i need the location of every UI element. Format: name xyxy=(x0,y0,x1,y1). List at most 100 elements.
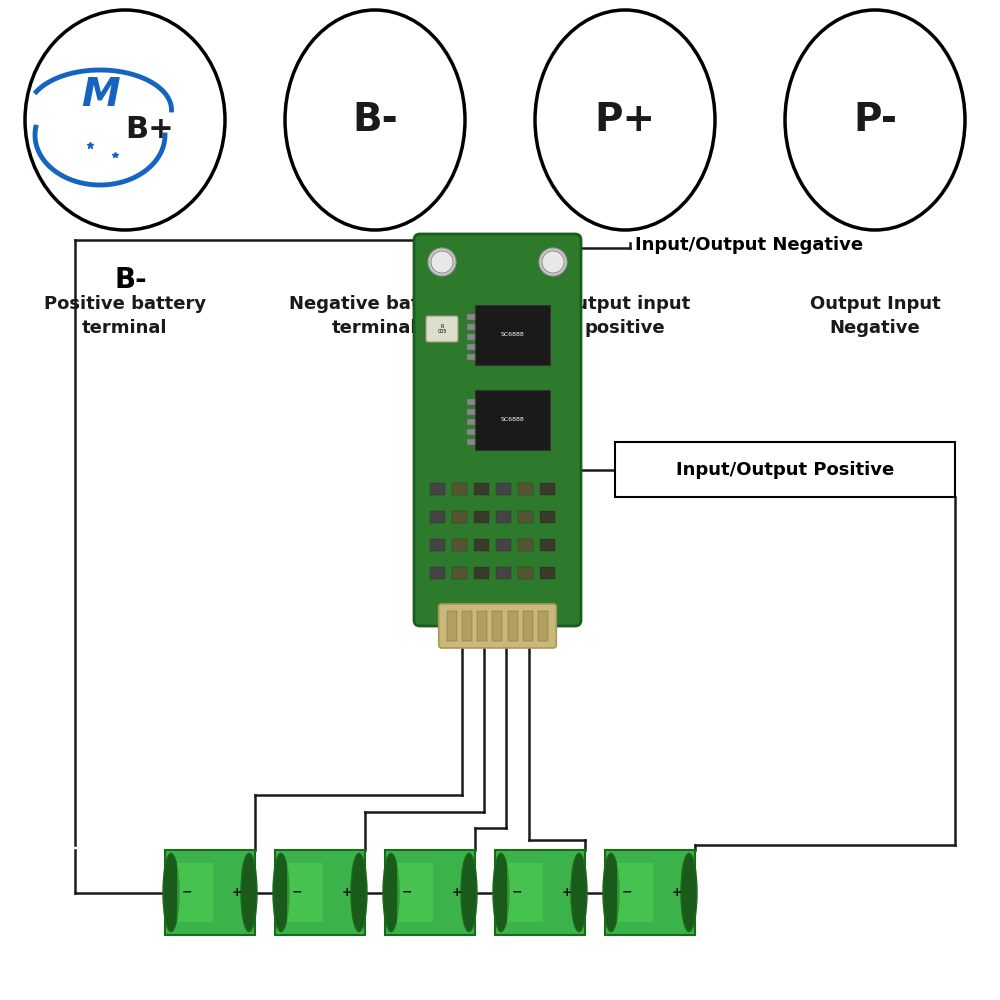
Bar xyxy=(467,324,475,330)
Bar xyxy=(452,483,467,495)
Text: Output input
positive: Output input positive xyxy=(560,295,690,337)
Text: −: − xyxy=(622,886,632,899)
Text: B+: B+ xyxy=(126,115,174,144)
Bar xyxy=(495,850,585,935)
Bar xyxy=(452,567,467,579)
Bar xyxy=(474,511,489,523)
Bar xyxy=(467,314,475,320)
Text: Input/Output Positive: Input/Output Positive xyxy=(676,461,894,479)
Text: −: − xyxy=(512,886,522,899)
Ellipse shape xyxy=(351,853,367,932)
Bar xyxy=(467,429,475,435)
Bar xyxy=(177,863,213,922)
Bar xyxy=(430,539,445,551)
Text: +: + xyxy=(452,886,462,899)
Bar xyxy=(496,567,511,579)
Text: −: − xyxy=(292,886,302,899)
Ellipse shape xyxy=(273,853,289,932)
Text: Positive battery
terminal: Positive battery terminal xyxy=(44,295,206,337)
Bar xyxy=(540,511,555,523)
Circle shape xyxy=(428,248,456,276)
Text: +: + xyxy=(342,886,352,899)
Bar xyxy=(430,567,445,579)
Bar xyxy=(508,611,518,641)
Text: +: + xyxy=(672,886,682,899)
Ellipse shape xyxy=(383,853,399,932)
Bar xyxy=(496,511,511,523)
Text: M: M xyxy=(81,76,119,114)
Bar xyxy=(467,344,475,350)
Text: P-: P- xyxy=(853,101,897,139)
Bar xyxy=(452,539,467,551)
Bar xyxy=(540,539,555,551)
Bar xyxy=(474,567,489,579)
Bar xyxy=(430,483,445,495)
Bar xyxy=(492,611,502,641)
FancyBboxPatch shape xyxy=(426,316,458,342)
FancyBboxPatch shape xyxy=(414,234,581,626)
Bar xyxy=(518,511,533,523)
Bar xyxy=(518,483,533,495)
Bar xyxy=(287,863,323,922)
Bar xyxy=(467,409,475,415)
Text: Output Input
Negative: Output Input Negative xyxy=(810,295,940,337)
Bar xyxy=(507,863,543,922)
Bar xyxy=(467,439,475,445)
Bar xyxy=(605,850,695,935)
Text: −: − xyxy=(182,886,192,899)
Ellipse shape xyxy=(461,853,477,932)
Ellipse shape xyxy=(603,853,619,932)
Text: B-: B- xyxy=(352,101,398,139)
Bar xyxy=(477,611,487,641)
Bar xyxy=(523,611,533,641)
Text: Input/Output Negative: Input/Output Negative xyxy=(635,236,863,254)
Bar xyxy=(475,305,550,365)
Text: −: − xyxy=(402,886,412,899)
Bar xyxy=(540,483,555,495)
Text: P+: P+ xyxy=(594,101,656,139)
Bar xyxy=(617,863,653,922)
Circle shape xyxy=(539,248,567,276)
Bar xyxy=(496,483,511,495)
Ellipse shape xyxy=(285,10,465,230)
Circle shape xyxy=(431,251,453,273)
Text: SC6888: SC6888 xyxy=(501,332,524,338)
Bar xyxy=(475,390,550,450)
Bar xyxy=(467,334,475,340)
Bar xyxy=(165,850,255,935)
Bar xyxy=(467,354,475,360)
Ellipse shape xyxy=(785,10,965,230)
FancyBboxPatch shape xyxy=(439,604,556,648)
Bar xyxy=(496,539,511,551)
Circle shape xyxy=(542,251,564,273)
Text: R
005: R 005 xyxy=(437,324,447,334)
Bar xyxy=(540,567,555,579)
Ellipse shape xyxy=(493,853,509,932)
Text: B-: B- xyxy=(115,266,148,294)
Ellipse shape xyxy=(163,853,179,932)
Ellipse shape xyxy=(571,853,587,932)
Bar xyxy=(474,483,489,495)
Bar xyxy=(275,850,365,935)
Bar xyxy=(447,611,457,641)
Bar xyxy=(474,539,489,551)
Bar xyxy=(397,863,433,922)
Bar xyxy=(452,511,467,523)
Bar xyxy=(462,611,472,641)
Bar xyxy=(467,399,475,405)
Text: SC6888: SC6888 xyxy=(501,417,524,422)
Bar xyxy=(615,442,955,497)
Bar xyxy=(430,511,445,523)
Text: +: + xyxy=(562,886,572,899)
Ellipse shape xyxy=(681,853,697,932)
Text: +: + xyxy=(232,886,242,899)
Bar xyxy=(467,419,475,425)
Text: Negative battery
terminal: Negative battery terminal xyxy=(289,295,461,337)
Ellipse shape xyxy=(25,10,225,230)
Ellipse shape xyxy=(535,10,715,230)
Ellipse shape xyxy=(241,853,257,932)
Bar xyxy=(518,567,533,579)
Bar xyxy=(538,611,548,641)
Bar xyxy=(385,850,475,935)
Bar xyxy=(518,539,533,551)
